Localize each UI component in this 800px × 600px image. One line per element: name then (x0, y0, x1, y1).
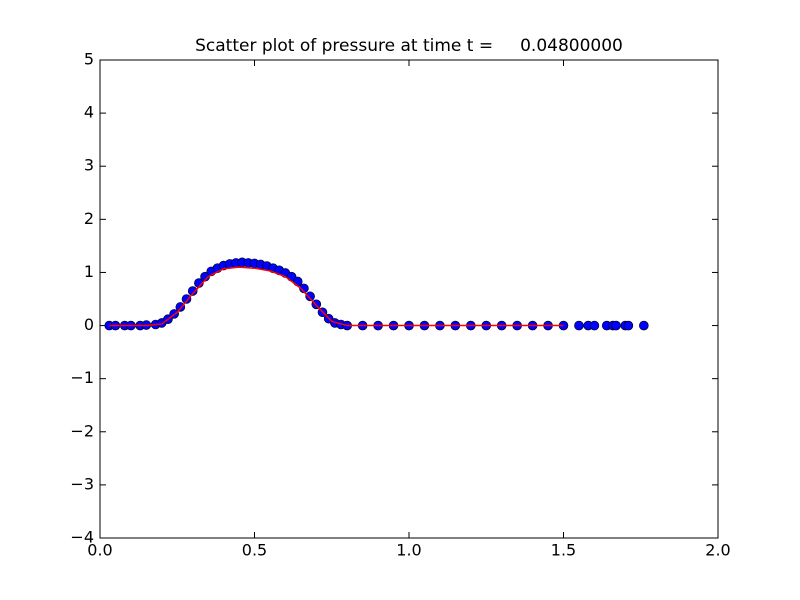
y-tick-label: −3 (70, 474, 94, 493)
x-tick-label: 2.0 (705, 541, 730, 560)
x-tick-label: 1.5 (551, 541, 576, 560)
y-tick-label: 5 (84, 50, 94, 69)
scatter-point (639, 320, 649, 331)
scatter-point (305, 291, 315, 302)
y-tick-label: 4 (84, 103, 94, 122)
y-tick-label: −2 (70, 421, 94, 440)
y-tick-label: −1 (70, 368, 94, 387)
x-tick-label: 0.5 (242, 541, 267, 560)
y-tick-label: 0 (84, 315, 94, 334)
line (109, 266, 564, 327)
scatter-point (574, 320, 584, 331)
y-tick-label: −4 (70, 528, 94, 547)
scatter-point (187, 286, 198, 296)
y-tick-label: 2 (84, 209, 94, 228)
y-tick-label: 1 (84, 262, 94, 281)
scatter-point (623, 320, 634, 331)
x-tick-label: 1.0 (396, 541, 421, 560)
plot-frame (99, 59, 719, 539)
chart-title: Scatter plot of pressure at time t = 0.0… (195, 36, 623, 56)
y-tick-label: 3 (84, 156, 94, 175)
x-tick-label: 0.0 (87, 541, 112, 560)
scatter-point (589, 320, 600, 331)
scatter-point (181, 294, 192, 304)
scatter-point (292, 276, 303, 287)
scatter-point (611, 320, 621, 331)
